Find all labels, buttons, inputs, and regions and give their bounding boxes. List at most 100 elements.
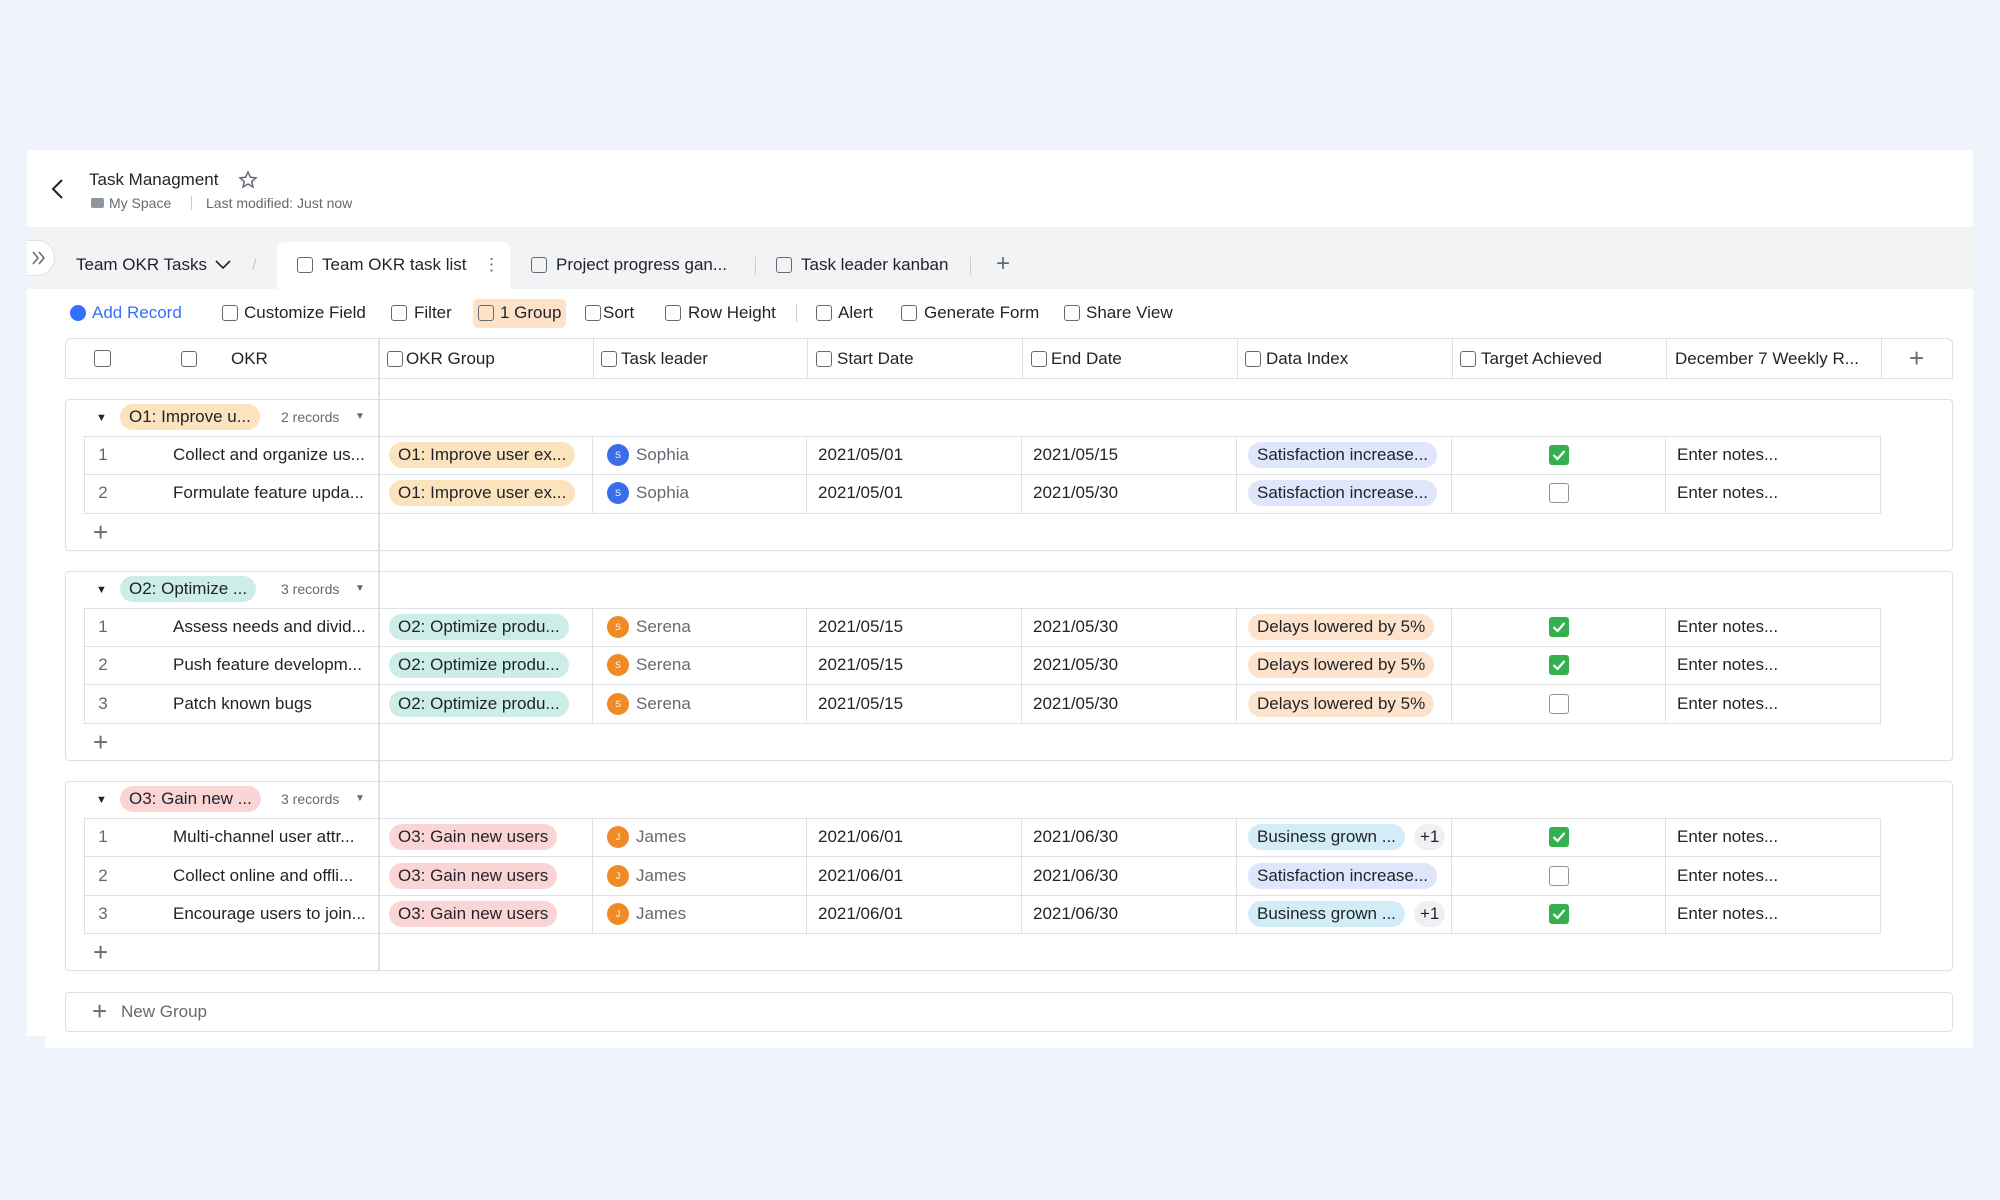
okr-group-tag: O1: Improve user ex... [389, 480, 576, 507]
okr-cell[interactable]: Patch known bugs [173, 693, 312, 713]
icon [387, 351, 403, 367]
checkbox[interactable] [1549, 617, 1569, 638]
icon [297, 257, 313, 273]
new-group-box[interactable] [65, 992, 1953, 1032]
leader: James [636, 903, 687, 923]
column-header[interactable]: Target Achieved [1481, 349, 1602, 368]
okr-cell[interactable]: Encourage users to join... [173, 903, 366, 923]
avatar: S [607, 482, 629, 505]
view-group[interactable]: Team OKR Tasks [76, 255, 208, 274]
okr-cell[interactable]: Push feature developm... [173, 655, 363, 675]
checkbox[interactable] [1549, 827, 1569, 848]
doc-title: Task Managment [89, 170, 219, 189]
sidebar-toggle[interactable] [27, 240, 55, 276]
tab-divider [970, 257, 971, 275]
cell [1237, 436, 1452, 476]
new-group-plus: + [92, 996, 108, 1026]
toolbar-button[interactable]: 1 Group [500, 303, 562, 322]
toolbar-button[interactable]: Customize Field [244, 303, 366, 322]
tab[interactable]: Project progress gan... [556, 255, 728, 274]
end-date: 2021/06/30 [1033, 903, 1119, 923]
cell [1237, 474, 1452, 514]
okr-cell[interactable]: Assess needs and divid... [173, 617, 366, 637]
icon [816, 305, 832, 321]
add-row[interactable]: + [93, 937, 109, 967]
toolbar-button[interactable]: Add Record [92, 303, 182, 322]
toolbar-button[interactable]: Generate Form [924, 303, 1040, 322]
start-date: 2021/05/15 [818, 617, 904, 637]
collapse-toggle[interactable]: ▼ [96, 794, 107, 807]
data-index-tag: Satisfaction increase... [1248, 442, 1438, 469]
add-row[interactable]: + [93, 516, 109, 547]
back-button[interactable] [50, 178, 66, 200]
add-column[interactable]: + [1909, 343, 1925, 373]
new-group[interactable]: New Group [121, 1002, 207, 1021]
cell [1022, 894, 1237, 934]
avatar: S [607, 444, 629, 467]
column-header[interactable]: Task leader [621, 349, 708, 368]
okr-cell[interactable]: Collect and organize us... [173, 445, 365, 465]
toolbar-button[interactable]: Filter [414, 303, 452, 322]
icon [222, 305, 238, 321]
row-index: 1 [98, 617, 108, 637]
avatar: J [607, 826, 629, 849]
checkbox[interactable] [1549, 865, 1569, 886]
okr-cell[interactable]: Multi-channel user attr... [173, 827, 355, 847]
okr-cell[interactable]: Formulate feature upda... [173, 483, 364, 503]
count-menu[interactable]: ▼ [355, 582, 365, 594]
column-header[interactable]: Start Date [837, 349, 914, 368]
checkbox[interactable] [1549, 693, 1569, 714]
collapse-toggle[interactable]: ▼ [96, 412, 107, 424]
count-menu[interactable]: ▼ [355, 793, 365, 805]
add-tab[interactable]: + [996, 250, 1011, 277]
extra-tag: +1 [1414, 900, 1446, 927]
toolbar-button[interactable]: Alert [838, 303, 873, 322]
column-header[interactable]: OKR Group [406, 349, 495, 368]
notes[interactable]: Enter notes... [1677, 655, 1779, 675]
star[interactable] [238, 170, 258, 190]
column-header[interactable]: OKR [231, 349, 268, 368]
cell [807, 894, 1022, 934]
avatar: S [607, 654, 629, 677]
okr-group-tag: O3: Gain new users [389, 900, 558, 927]
cell [807, 684, 1022, 724]
tab[interactable]: Task leader kanban [801, 255, 949, 274]
add-row[interactable]: + [93, 726, 109, 757]
cell [807, 856, 1022, 896]
notes[interactable]: Enter notes... [1677, 617, 1779, 637]
location[interactable]: My Space [109, 195, 172, 211]
cell [1666, 684, 1881, 724]
checkbox[interactable] [1549, 655, 1569, 676]
leader: Serena [636, 655, 691, 675]
notes[interactable]: Enter notes... [1677, 445, 1779, 465]
chevron[interactable] [214, 258, 232, 272]
col-divider [1237, 338, 1238, 379]
cell [1237, 607, 1452, 648]
active-tab[interactable] [277, 242, 510, 289]
notes[interactable]: Enter notes... [1677, 903, 1779, 923]
notes[interactable]: Enter notes... [1677, 693, 1779, 713]
start-date: 2021/05/15 [818, 693, 904, 713]
notes[interactable]: Enter notes... [1677, 827, 1779, 847]
count-menu[interactable]: ▼ [355, 411, 365, 422]
row-index: 3 [98, 903, 108, 923]
add-icon [70, 305, 86, 321]
column-header[interactable]: Data Index [1266, 349, 1349, 368]
toolbar-button[interactable]: Share View [1086, 303, 1173, 322]
tab[interactable]: Team OKR task list [322, 255, 467, 274]
column-header[interactable]: End Date [1051, 349, 1122, 368]
notes[interactable]: Enter notes... [1677, 865, 1779, 885]
okr-cell[interactable]: Collect online and offli... [173, 865, 354, 885]
leader: James [636, 865, 687, 885]
select-all[interactable] [94, 350, 111, 367]
group-tag: O1: Improve u... [120, 404, 260, 430]
checkbox[interactable] [1549, 903, 1569, 924]
toolbar-button[interactable]: Row Height [688, 303, 776, 322]
checkbox[interactable] [1549, 483, 1569, 504]
data-index-tag: Delays lowered by 5% [1248, 690, 1435, 717]
toolbar-button[interactable]: Sort [603, 303, 635, 322]
checkbox[interactable] [1549, 445, 1569, 466]
notes[interactable]: Enter notes... [1677, 483, 1779, 503]
column-header[interactable]: December 7 Weekly R... [1675, 349, 1859, 368]
collapse-toggle[interactable]: ▼ [96, 583, 107, 596]
